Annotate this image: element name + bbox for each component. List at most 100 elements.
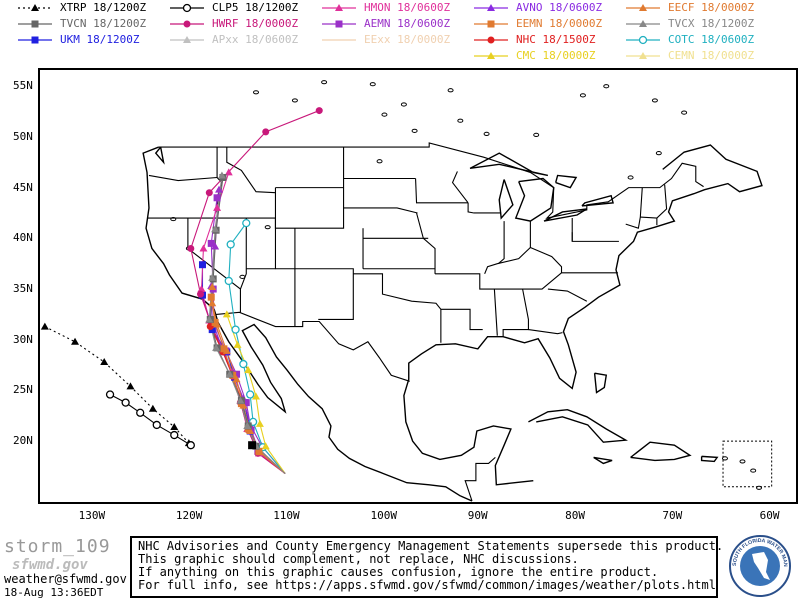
track-point [261,442,270,450]
lake-outline [739,459,746,464]
track-point [105,390,115,399]
legend-swatch-icon [322,4,356,11]
track-point [217,171,226,179]
track-point [211,319,219,327]
state-border [571,218,619,242]
lake-outline [369,82,376,87]
legend-marker-icon [487,52,495,59]
track-point [170,430,179,440]
lake-outline [291,98,298,103]
legend-label: UKM 18/1200Z [60,33,140,46]
state-border [547,288,588,302]
coastline [581,194,614,207]
track-point [215,185,224,193]
coastline [528,409,629,443]
latitude-label: 30N [13,332,33,346]
track-point [252,392,260,400]
legend-marker-icon [487,20,495,28]
legend-marker-icon [31,36,39,44]
state-border [353,273,442,343]
disclaimer-line: If anything on this graphic causes confu… [138,565,659,579]
track-point [211,225,220,233]
longitude-label: 60W [759,509,780,522]
state-border [147,147,345,229]
state-border [435,272,618,290]
state-border [416,212,436,274]
longitude-label: 130W [78,509,106,522]
legend-label: COTC 18/0600Z [668,33,755,46]
track-point [136,408,145,417]
track-point [236,396,245,404]
track-map [38,68,798,504]
coastline [555,174,578,189]
legend-label: APxx 18/0600Z [212,33,299,46]
track-point [233,370,241,378]
track-point [224,276,233,286]
state-border [467,202,502,214]
state-border [239,218,247,290]
coastline [498,179,514,220]
inset-box [722,440,773,488]
track-point [208,283,217,291]
state-border [148,174,218,182]
state-border [464,456,496,502]
sfwmd-logo: sfwmd.gov [12,557,88,573]
latitude-label: 35N [13,282,33,296]
track-point [197,285,206,293]
state-border [625,187,643,229]
lake-outline [651,98,658,103]
legend-swatch-icon [18,36,52,44]
track-point [197,290,205,298]
track-point [207,239,215,247]
coastline [142,146,461,497]
lake-outline [533,132,540,138]
state-border [415,178,469,204]
state-border [158,142,704,219]
forecast-track [201,264,286,475]
track-point [198,261,206,269]
track-point [208,326,216,334]
track-point [211,242,220,250]
coastline [460,495,473,502]
legend-label: HMON 18/0600Z [364,1,451,14]
lake-outline [579,93,586,98]
track-point [186,441,195,450]
track-point [148,404,157,412]
legend-swatch-icon [18,4,52,11]
track-point [225,370,234,378]
state-border [226,147,276,194]
model-legend: XTRP 18/1200Z CLP5 18/1200Z HMON 18/0600Z A… [0,0,800,66]
lake-outline [381,112,388,117]
disclaimer-line: NHC Advisories and County Emergency Mana… [138,539,724,553]
latitude-label: 40N [13,231,33,245]
footer: storm_109 sfwmd.gov weather@sfwmd.gov 18… [0,532,800,600]
state-border [216,311,410,382]
coastline [593,372,608,394]
legend-label: CLP5 18/1200Z [212,1,299,14]
track-point [213,203,222,211]
lake-outline [321,80,328,85]
lake-outline [603,84,610,89]
track-point [224,168,233,176]
lake-outline [721,456,728,461]
track-point [220,345,228,353]
legend-label: CEMN 18/0000Z [668,49,755,62]
track-point [242,399,250,407]
legend-label: EECF 18/0000Z [668,1,755,14]
track-point [244,366,253,374]
legend-label: TVCN 18/1200Z [60,17,147,30]
state-border [528,329,563,335]
state-border [451,171,469,204]
legend-label: HWRF 18/0000Z [212,17,299,30]
longitude-label: 110W [273,509,300,522]
state-border [274,187,296,327]
legend-marker-icon [487,4,495,11]
track-point [226,240,235,249]
legend-marker-icon [335,4,343,11]
track-point [205,189,213,197]
lake-outline [447,88,454,93]
legend-swatch-icon [626,35,660,45]
disclaimer-line: This graphic should complement, not repl… [138,552,579,566]
state-border [493,289,498,336]
lake-outline [376,159,383,164]
